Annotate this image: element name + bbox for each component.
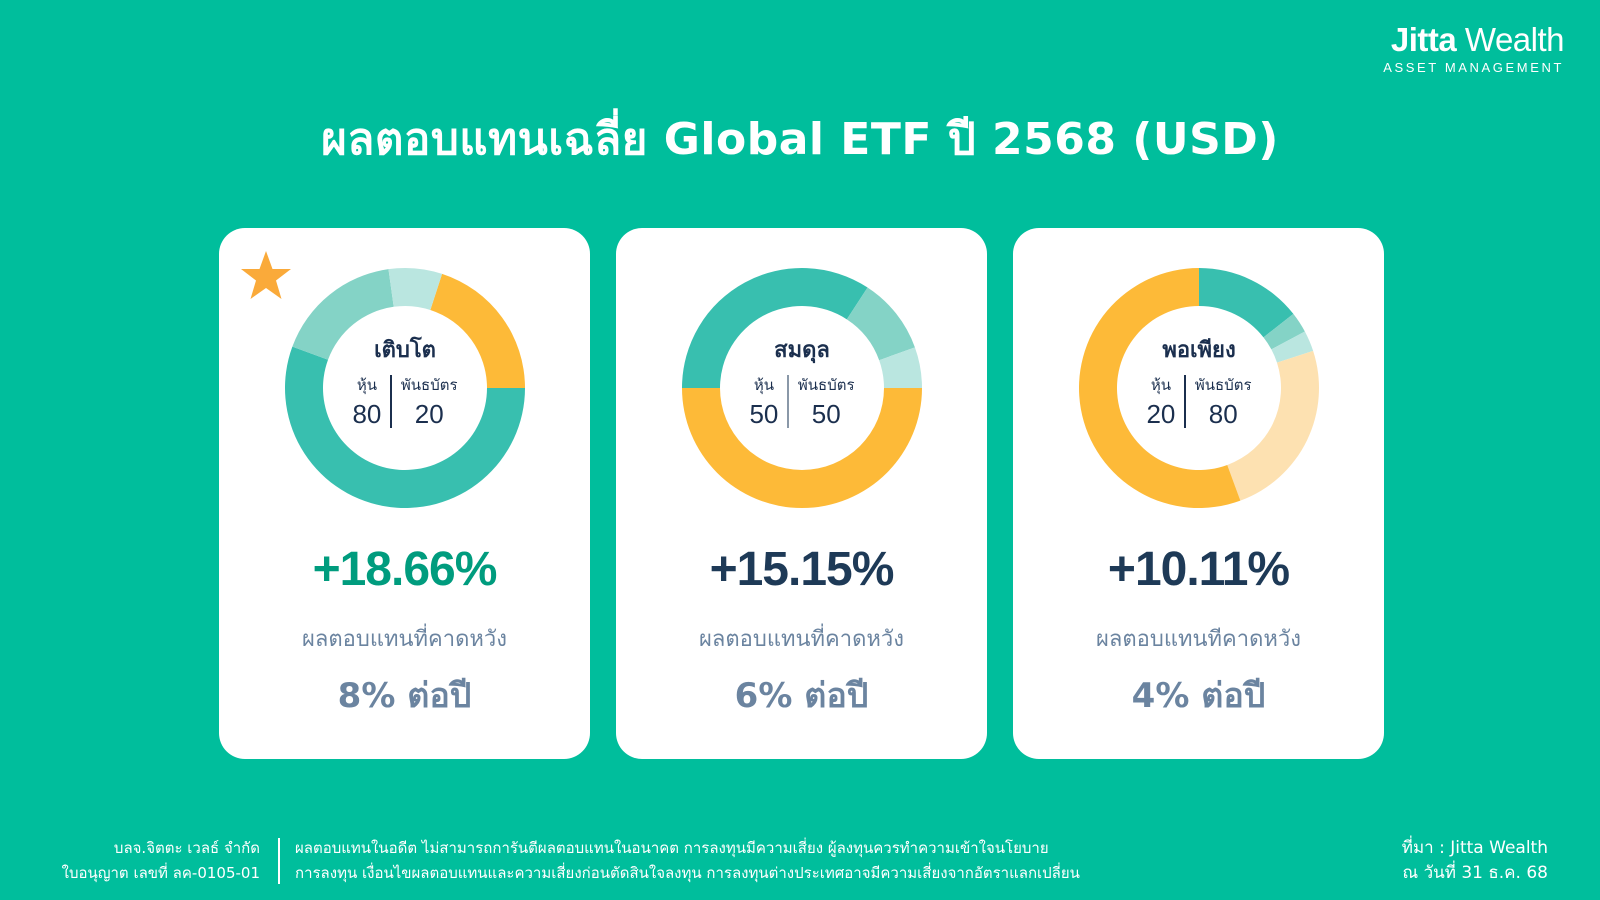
expected-return-label: ผลตอบแทนที่คาดหวัง [301,627,507,652]
stock-value: 20 [1146,399,1176,429]
star-icon [241,251,291,299]
bond-label: พันธบัตร [1194,376,1252,394]
disclaimer-line-2: การลงทุน เงื่อนไขผลตอบแทนและความเสี่ยงก่… [295,864,1080,882]
return-value: +15.15% [709,543,895,596]
license-number: ใบอนุญาต เลขที่ ลค-0105-01 [61,864,260,882]
expected-return-label: ผลตอบแทนที่คาดหวัง [698,627,904,652]
donut-chart [285,268,525,508]
donut-slice [682,388,922,508]
allocation-split: หุ้น 20 พันธบัตร 80 [1139,373,1258,430]
bond-value: 50 [811,399,841,429]
divider [787,375,789,428]
logo-brand: Jitta Wealth [1383,21,1565,58]
portfolio-card-balanced: สมดุล หุ้น 50 พันธบัตร 50 +15.15% ผลตอบแทน… [616,228,987,759]
donut-slice [430,273,525,388]
donut-slice [285,346,525,508]
disclaimer-line-1: ผลตอบแทนในอดีต ไม่สามารถการันตีผลตอบแทนใ… [295,839,1049,857]
stock-label: หุ้น [1150,376,1171,394]
donut-slice [846,287,915,361]
portfolio-card-conservative: พอเพียง หุ้น 20 พันธบัตร 80 +10.11% ผลตอบแ… [1013,228,1384,759]
stock-value: 50 [749,399,779,429]
logo-brand-light: Wealth [1456,21,1565,58]
donut-chart [682,267,922,508]
bond-label: พันธบัตร [400,376,458,394]
return-value: +18.66% [312,543,498,596]
portfolio-cards: เติบโต หุ้น 80 พันธบัตร 20 +18.66% ผลตอบแท… [219,228,1384,759]
donut-center: พอเพียง หุ้น 20 พันธบัตร 80 [1076,265,1322,511]
donut-chart [1079,268,1319,508]
jitta-wealth-logo: Jitta Wealth ASSET MANAGEMENT [1383,21,1565,76]
portfolio-name: พอเพียง [1162,338,1236,363]
page-title: ผลตอบแทนเฉลี่ย Global ETF ปี 2568 (USD) [321,114,1279,165]
portfolio-card-growth: เติบโต หุ้น 80 พันธบัตร 20 +18.66% ผลตอบแท… [219,228,590,759]
company-info: บลจ.จิตตะ เวลธ์ จำกัด ใบอนุญาต เลขที่ ลค… [62,836,260,886]
divider [1184,375,1186,428]
expected-return-value: 6% ต่อปี [734,676,869,716]
source-info: ที่มา : Jitta Wealth ณ วันที่ 31 ธ.ค. 68 [1402,836,1548,886]
donut-slice [292,269,394,360]
expected-return-value: 4% ต่อปี [1131,676,1266,716]
expected-return-value: 8% ต่อปี [337,676,472,716]
return-value: +10.11% [1107,543,1290,596]
as-of-date: ณ วันที่ 31 ธ.ค. 68 [1402,863,1548,883]
bond-value: 20 [414,399,444,429]
allocation-split: หุ้น 50 พันธบัตร 50 [742,373,861,430]
footer-divider [278,838,280,884]
logo-subtitle: ASSET MANAGEMENT [1383,60,1564,75]
stock-value: 80 [352,399,382,429]
donut-center: สมดุล หุ้น 50 พันธบัตร 50 [679,265,925,511]
allocation-split: หุ้น 80 พันธบัตร 20 [345,373,464,430]
company-name: บลจ.จิตตะ เวลธ์ จำกัด [113,839,260,857]
portfolio-name: สมดุล [774,338,830,363]
bond-value: 80 [1208,399,1238,429]
footer: บลจ.จิตตะ เวลธ์ จำกัด ใบอนุญาต เลขที่ ลค… [0,836,1600,886]
donut-slice [1227,350,1319,501]
stock-label: หุ้น [356,376,377,394]
expected-return-label: ผลตอบแทนทีคาดหวัง [1095,627,1301,652]
divider [390,375,392,428]
donut-slice [388,268,443,311]
bond-label: พันธบัตร [797,376,855,394]
donut-slice [1271,331,1314,363]
source: ที่มา : Jitta Wealth [1401,838,1548,858]
logo-brand-bold: Jitta [1390,21,1457,58]
donut-slice [682,267,868,388]
donut-center: เติบโต หุ้น 80 พันธบัตร 20 [282,265,528,511]
donut-slice [1263,313,1305,350]
portfolio-name: เติบโต [374,338,436,363]
donut-slice [1079,268,1241,508]
disclaimer: ผลตอบแทนในอดีต ไม่สามารถการันตีผลตอบแทนใ… [295,836,1080,886]
donut-slice [1199,268,1294,338]
donut-slice [879,347,922,388]
stock-label: หุ้น [753,376,774,394]
